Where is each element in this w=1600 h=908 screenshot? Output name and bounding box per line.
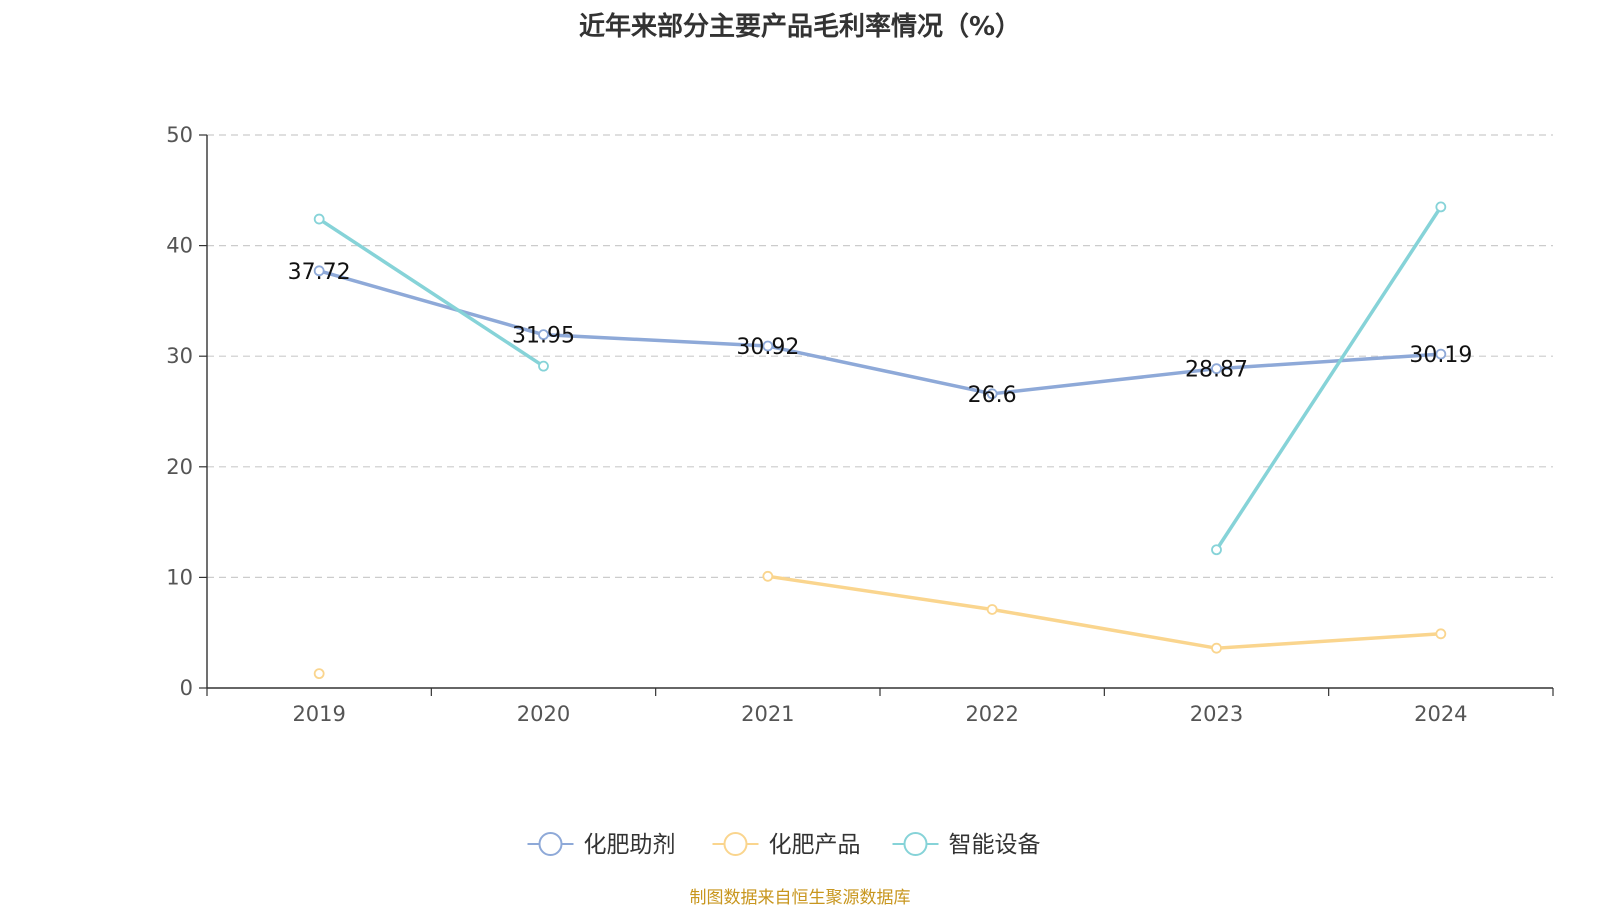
x-tick-label: 2021 xyxy=(741,702,794,726)
legend-marker xyxy=(723,832,748,856)
data-point xyxy=(986,604,998,615)
data-point xyxy=(313,213,325,225)
data-point xyxy=(1435,628,1447,640)
y-tick-label: 0 xyxy=(180,676,193,700)
x-tick-label: 2019 xyxy=(292,702,345,726)
legend-label: 化肥助剂 xyxy=(584,832,676,858)
y-tick-label: 20 xyxy=(166,455,193,479)
y-tick-label: 30 xyxy=(166,344,193,368)
data-point xyxy=(313,265,325,277)
x-tick-label: 2022 xyxy=(965,702,1018,726)
series-line-1 xyxy=(767,574,1441,650)
data-point xyxy=(538,329,549,341)
legend-label: 化肥产品 xyxy=(769,832,861,858)
chart-title: 近年来部分主要产品毛利率情况（%） xyxy=(578,12,1022,42)
x-tick-label: 2024 xyxy=(1414,702,1467,726)
y-tick-label: 50 xyxy=(166,123,193,147)
data-point xyxy=(1211,642,1222,654)
grid-lines xyxy=(207,134,1553,579)
data-point xyxy=(1435,348,1447,360)
series-line-0 xyxy=(318,269,1441,396)
data-label: 30.92 xyxy=(736,335,799,360)
legend-item-2: 智能设备 xyxy=(892,832,1041,858)
data-label: 31.95 xyxy=(512,324,575,349)
legend-item-0: 化肥助剂 xyxy=(527,832,676,858)
source-note: 制图数据来自恒生聚源数据库 xyxy=(689,888,911,908)
series-line-2 xyxy=(1215,205,1443,551)
data-point xyxy=(1211,363,1222,375)
data-point xyxy=(1211,544,1222,556)
data-label: 28.87 xyxy=(1185,358,1248,383)
series-line-2 xyxy=(318,217,545,368)
legend-label: 智能设备 xyxy=(949,832,1041,858)
x-tick-label: 2020 xyxy=(517,702,570,726)
y-tick-label: 10 xyxy=(166,565,193,589)
legend: 化肥助剂 化肥产品 智能设备 xyxy=(527,832,1041,858)
data-label: 30.19 xyxy=(1409,343,1472,368)
data-label: 26.6 xyxy=(968,383,1017,408)
data-point xyxy=(313,668,325,680)
series-lines xyxy=(313,201,1447,680)
y-tick-label: 40 xyxy=(166,234,193,258)
x-tick-label: 2023 xyxy=(1190,702,1243,726)
legend-marker xyxy=(903,832,928,856)
data-point xyxy=(986,388,998,400)
legend-marker xyxy=(538,832,563,856)
data-point xyxy=(762,340,774,352)
data-label: 37.72 xyxy=(288,260,351,285)
data-point xyxy=(538,360,549,372)
data-point xyxy=(1435,201,1447,213)
legend-item-1: 化肥产品 xyxy=(712,832,861,858)
axes: 0 10 20 30 40 50 2019 2020 2021 2022 2023 2024 xyxy=(166,123,1554,726)
data-point xyxy=(762,570,774,582)
data-labels: 37.72 31.95 30.92 26.6 28.87 30.19 xyxy=(288,260,1473,408)
